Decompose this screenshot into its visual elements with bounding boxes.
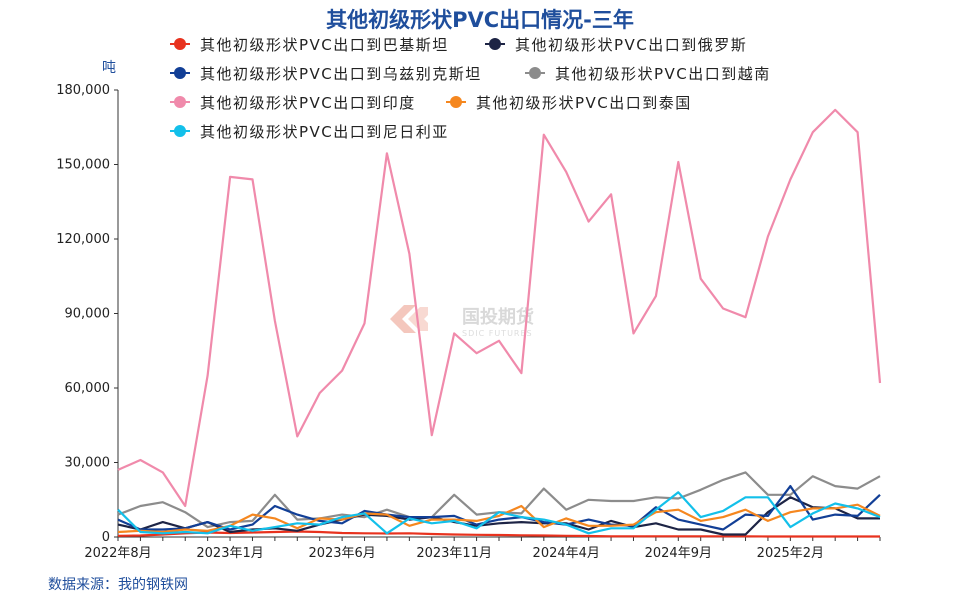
legend-marker-icon (174, 67, 186, 79)
legend-label: 其他初级形状PVC出口到越南 (555, 65, 771, 83)
legend-entry-bg (442, 91, 772, 113)
legend-marker-icon (450, 96, 462, 108)
y-tick-label: 60,000 (65, 381, 111, 396)
legend-label: 其他初级形状PVC出口到泰国 (476, 94, 692, 112)
legend: 其他初级形状PVC出口到巴基斯坦 其他初级形状PVC出口到俄罗斯其他初级形状PVC… (166, 33, 851, 142)
x-tick-label: 2024年4月 (533, 546, 600, 561)
legend-entry-1: 其他初级形状PVC出口到俄罗斯 (481, 33, 811, 55)
legend-entry-bg (166, 62, 496, 84)
x-tick-label: 2023年6月 (308, 546, 375, 561)
watermark-sub: SDIC FUTURES (462, 329, 533, 338)
legend-entry-5: 其他初级形状PVC出口到泰国 (442, 91, 772, 113)
legend-label: 其他初级形状PVC出口到印度 (200, 94, 416, 112)
y-tick-label: 120,000 (56, 232, 110, 247)
legend-entry-bg (166, 120, 496, 142)
x-tick-label: 2023年1月 (196, 546, 263, 561)
watermark-logo-icon (390, 305, 428, 333)
y-tick-label: 90,000 (65, 307, 111, 322)
legend-marker-icon (489, 38, 501, 50)
legend-entry-bg (521, 62, 851, 84)
legend-entry-4: 其他初级形状PVC出口到印度 (166, 91, 496, 113)
x-tick-label: 2025年2月 (757, 546, 824, 561)
y-axis-unit: 吨 (102, 60, 116, 76)
legend-entry-6: 其他初级形状PVC出口到尼日利亚 (166, 120, 496, 142)
chart-title: 其他初级形状PVC出口情况-三年 (326, 8, 634, 32)
legend-label: 其他初级形状PVC出口到巴基斯坦 (200, 36, 449, 54)
x-tick-label: 2024年9月 (645, 546, 712, 561)
series-line-6 (117, 491, 881, 535)
legend-entry-bg (481, 33, 811, 55)
watermark-name: 国投期货 (462, 306, 534, 328)
y-tick-label: 30,000 (65, 456, 111, 471)
legend-marker-icon (174, 125, 186, 137)
series-line-0 (117, 530, 880, 538)
x-tick-label: 2023年11月 (416, 546, 492, 561)
series-line-5 (117, 503, 881, 534)
legend-entry-bg (166, 33, 496, 55)
source-note: 数据来源：我的钢铁网 (48, 577, 188, 593)
y-tick-label: 150,000 (56, 158, 110, 173)
legend-label: 其他初级形状PVC出口到俄罗斯 (515, 36, 747, 54)
legend-marker-icon (529, 67, 541, 79)
series-line-2 (117, 485, 881, 531)
legend-marker-icon (174, 38, 186, 50)
series-line-1 (117, 496, 880, 536)
legend-entry-bg (166, 91, 496, 113)
legend-label: 其他初级形状PVC出口到尼日利亚 (200, 123, 449, 141)
legend-label: 其他初级形状PVC出口到乌兹别克斯坦 (200, 65, 482, 83)
series-line-4 (117, 108, 882, 508)
legend-entry-2: 其他初级形状PVC出口到乌兹别克斯坦 (166, 62, 496, 84)
axes: 0 30,000 60,000 90,000 120,000 150,000 180,000… (56, 83, 881, 561)
y-tick-label: 180,000 (56, 83, 110, 98)
legend-entry-3: 其他初级形状PVC出口到越南 (521, 62, 851, 84)
x-tick-label: 2022年8月 (84, 546, 151, 561)
legend-entry-0: 其他初级形状PVC出口到巴基斯坦 (166, 33, 496, 55)
y-tick-label: 0 (102, 530, 110, 545)
watermark: 国投期货 SDIC FUTURES (390, 305, 534, 338)
legend-marker-icon (174, 96, 186, 108)
series-layer (117, 108, 882, 538)
